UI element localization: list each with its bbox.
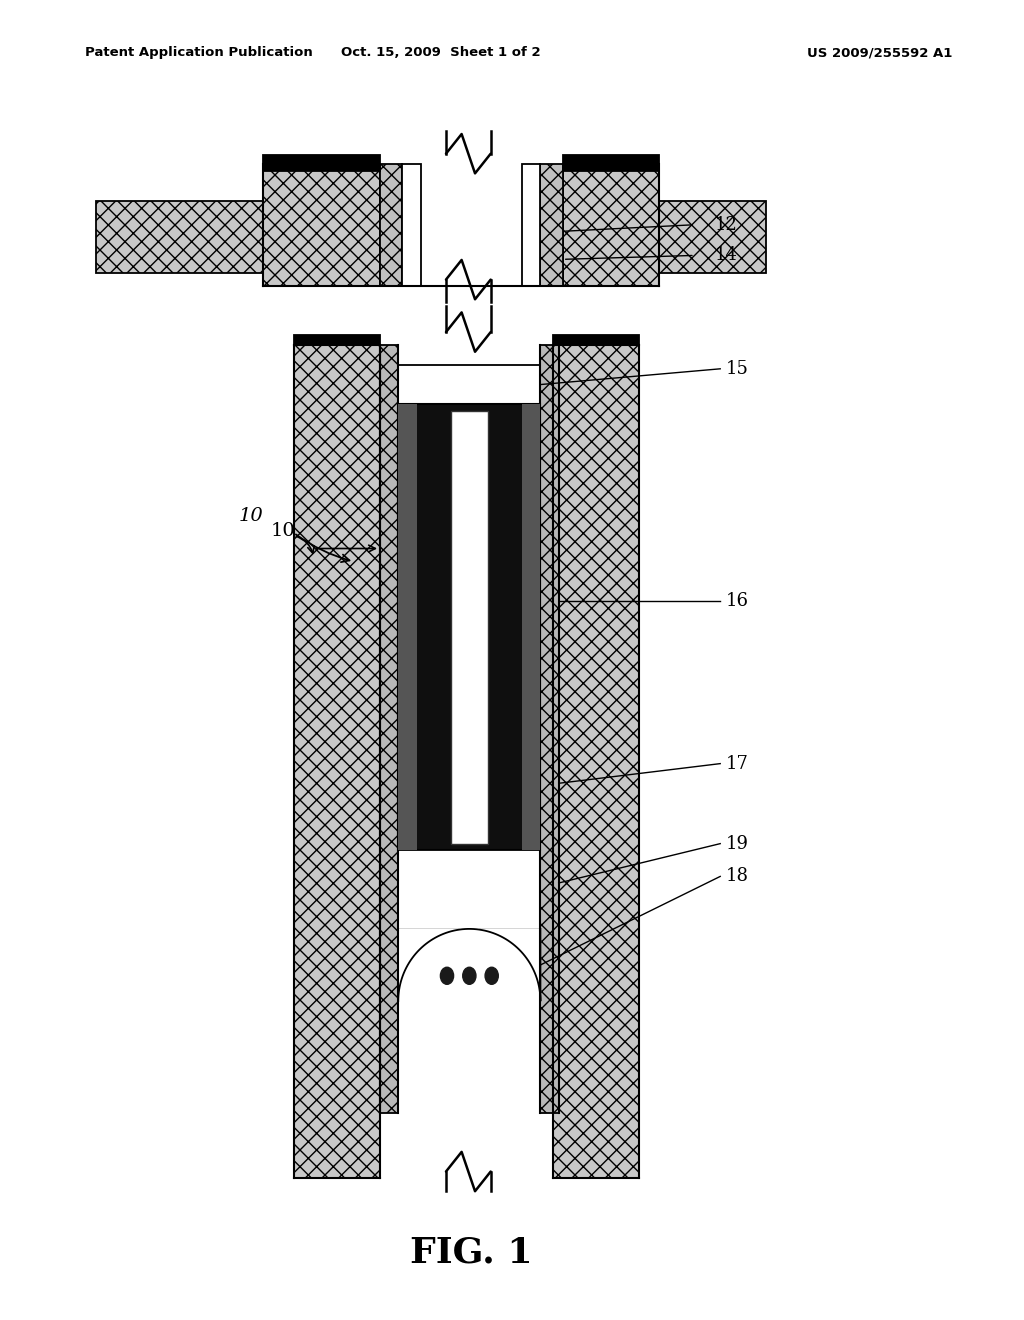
Text: 17: 17 xyxy=(725,755,749,772)
Bar xyxy=(451,411,487,843)
Text: 18: 18 xyxy=(725,867,749,886)
Text: US 2009/255592 A1: US 2009/255592 A1 xyxy=(807,46,952,59)
Text: 12: 12 xyxy=(715,215,738,234)
Bar xyxy=(398,850,541,929)
Text: 14: 14 xyxy=(715,247,738,264)
Bar xyxy=(522,404,541,850)
Bar xyxy=(380,346,398,1113)
Bar xyxy=(263,164,380,286)
Bar xyxy=(553,346,639,1179)
Text: Patent Application Publication: Patent Application Publication xyxy=(85,46,313,59)
Bar xyxy=(402,164,421,286)
Bar xyxy=(294,335,380,346)
Text: 10: 10 xyxy=(271,523,296,540)
Text: FIG. 1: FIG. 1 xyxy=(410,1236,532,1270)
Circle shape xyxy=(440,968,454,985)
Bar xyxy=(563,154,659,170)
Circle shape xyxy=(463,968,476,985)
Bar xyxy=(398,346,541,1126)
Bar xyxy=(563,164,659,286)
Bar xyxy=(563,201,766,273)
Bar xyxy=(398,404,541,850)
Bar xyxy=(541,346,559,1113)
Bar xyxy=(263,154,380,170)
Text: Oct. 15, 2009  Sheet 1 of 2: Oct. 15, 2009 Sheet 1 of 2 xyxy=(341,46,541,59)
Bar xyxy=(402,164,541,286)
Bar xyxy=(95,201,263,273)
Bar xyxy=(553,335,639,346)
Text: 15: 15 xyxy=(725,360,749,378)
Bar xyxy=(380,164,402,286)
Polygon shape xyxy=(398,929,541,1001)
Bar xyxy=(294,346,380,1179)
Bar xyxy=(398,404,417,850)
Bar xyxy=(398,364,541,404)
Bar xyxy=(541,164,563,286)
Text: 16: 16 xyxy=(725,591,749,610)
Text: 19: 19 xyxy=(725,834,749,853)
Circle shape xyxy=(485,968,499,985)
Text: 10: 10 xyxy=(239,507,263,525)
Bar xyxy=(522,164,541,286)
